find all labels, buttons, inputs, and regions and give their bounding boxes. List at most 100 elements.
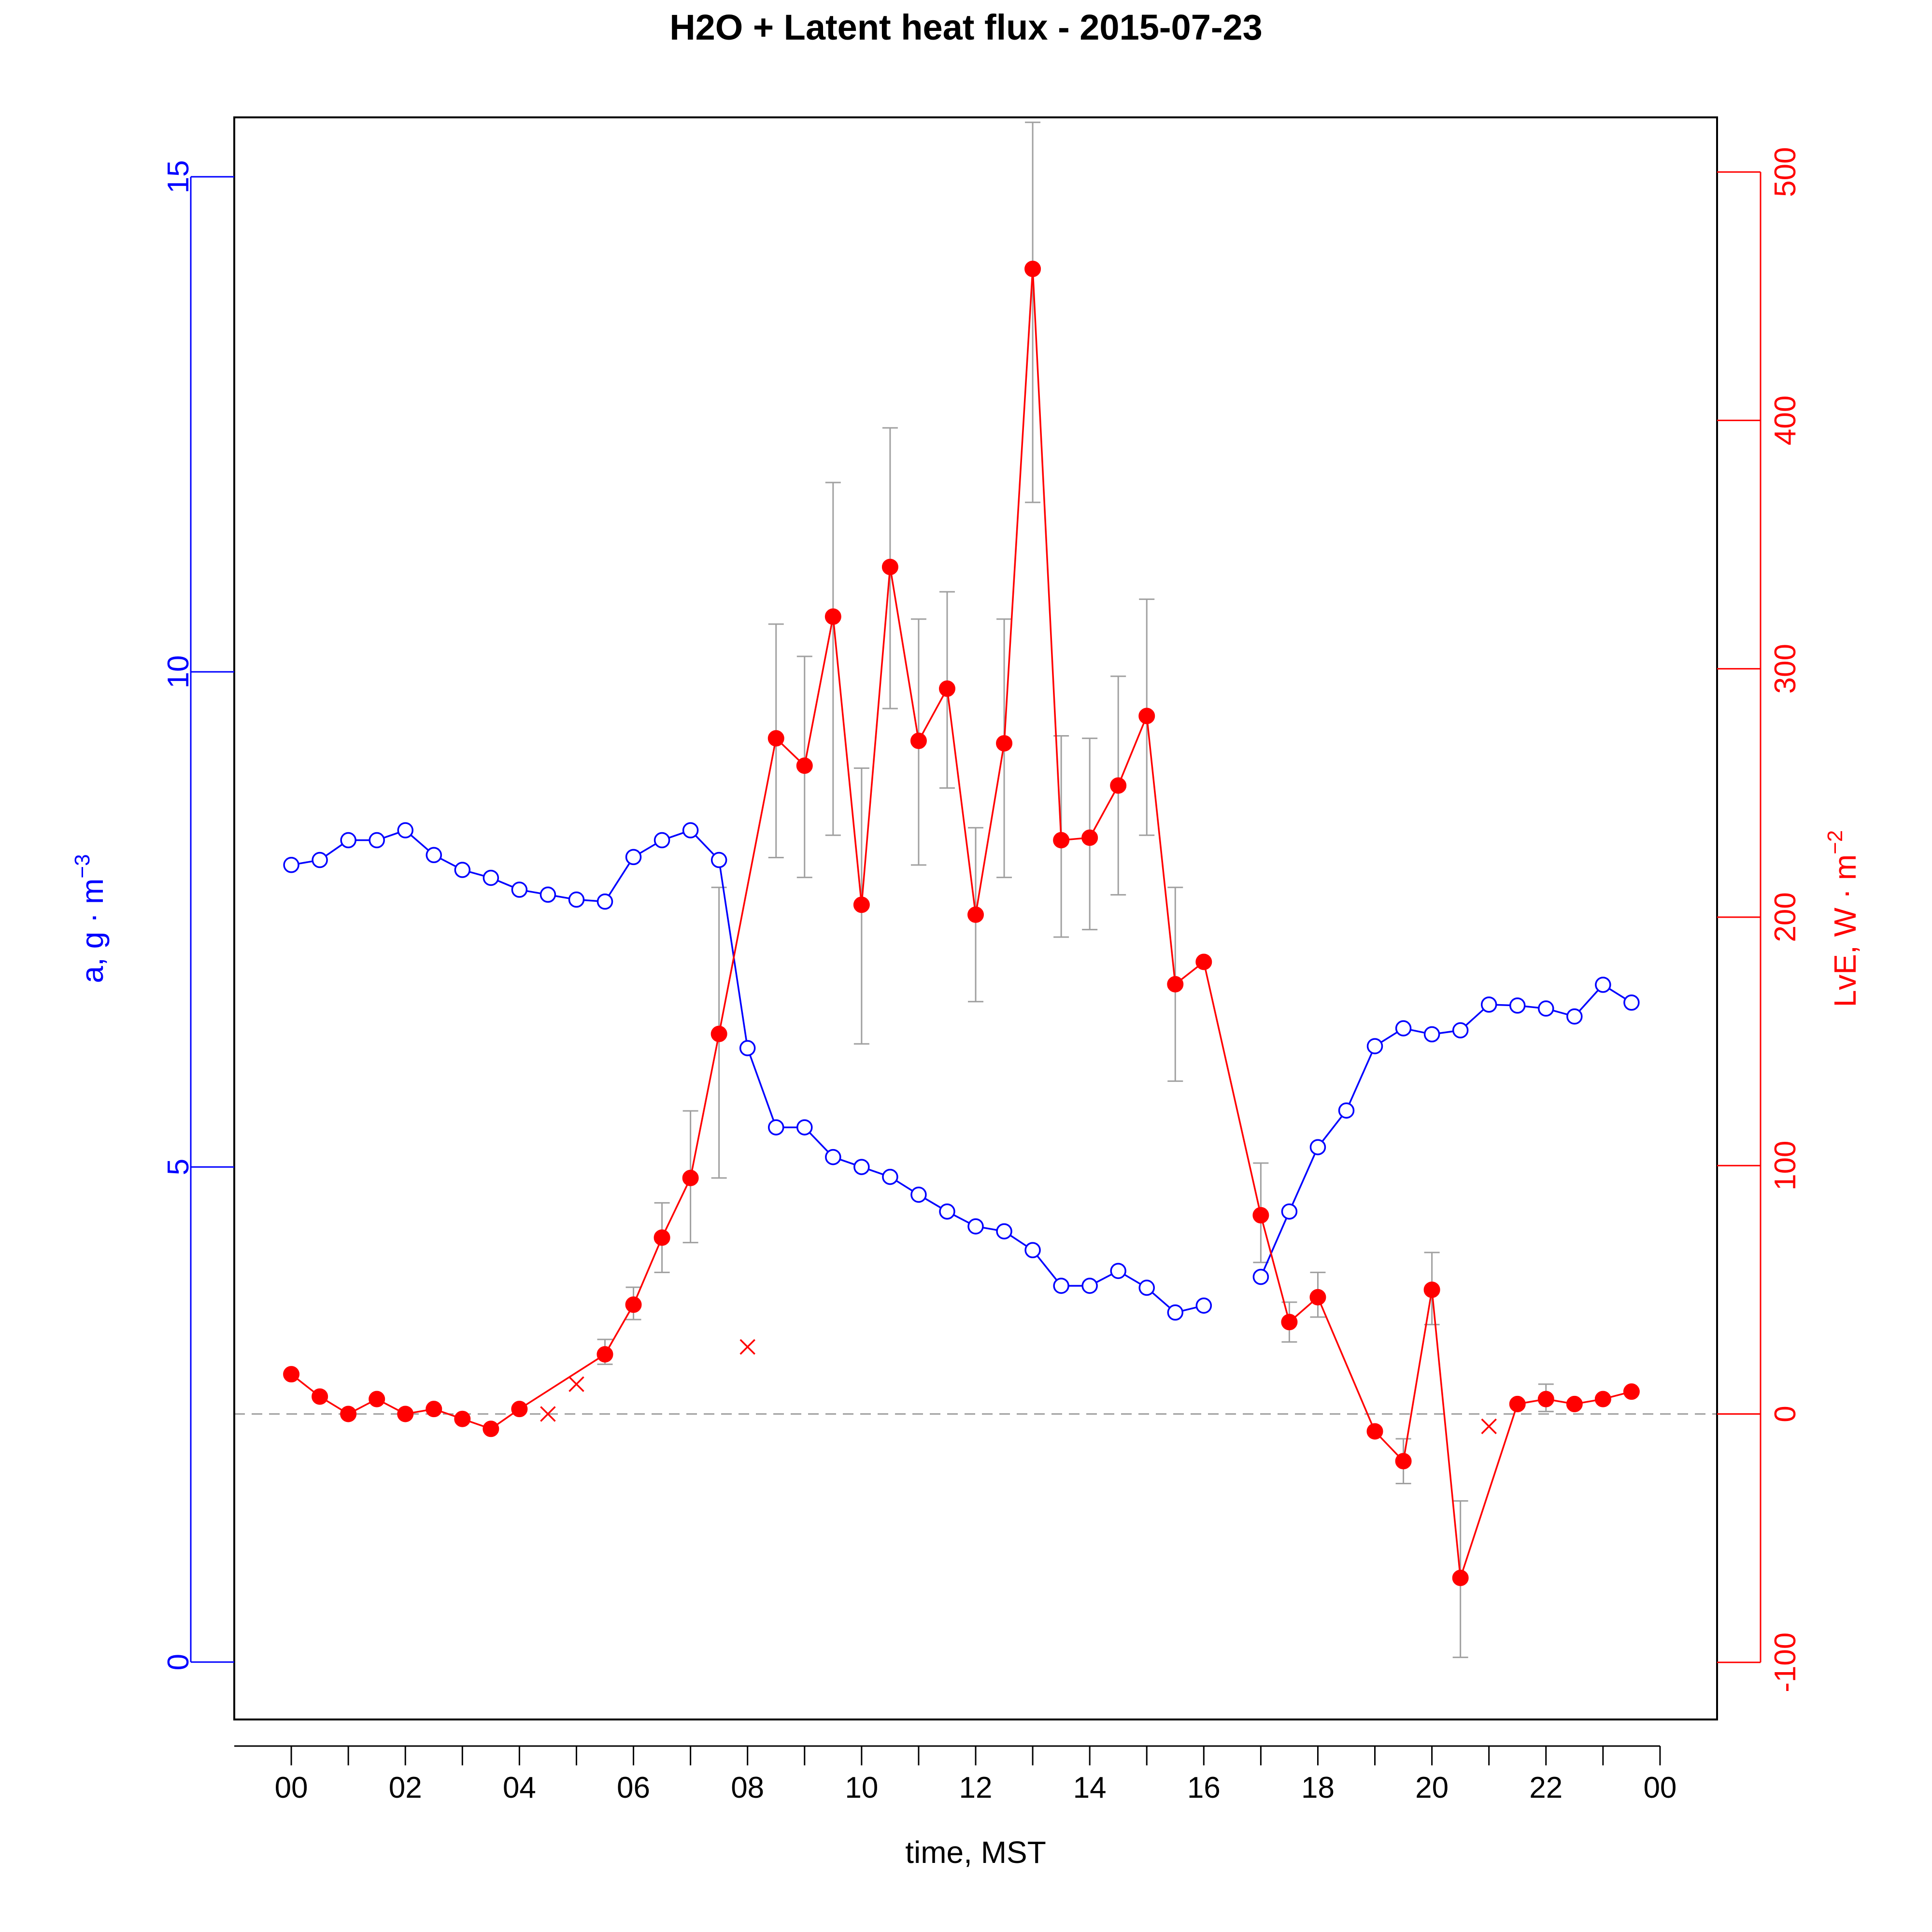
right-tick-label: -100 (1769, 1633, 1802, 1692)
latent-heat-point (853, 896, 870, 913)
latent-heat-point (397, 1406, 414, 1422)
x-tick-label: 10 (845, 1771, 878, 1804)
water-density-point (1566, 1008, 1583, 1025)
left-tick-label: 10 (162, 655, 195, 689)
right-axis-label: LvE, W · m−2 (1823, 830, 1862, 1008)
latent-heat-point (369, 1391, 385, 1407)
water-density-point (1423, 1026, 1440, 1043)
water-density-point (996, 1223, 1012, 1240)
right-tick-label: 500 (1769, 147, 1802, 197)
water-density-point (1595, 977, 1611, 993)
chart-title: H2O + Latent heat flux - 2015-07-23 (669, 7, 1263, 47)
left-tick-label: 15 (162, 160, 195, 194)
water-density-point (340, 832, 356, 849)
water-density-point (1167, 1304, 1184, 1321)
latent-heat-point (625, 1296, 642, 1313)
right-tick-label: 100 (1769, 1140, 1802, 1190)
right-tick-label: 0 (1769, 1406, 1802, 1422)
left-axis-label-text: a, g · m (75, 879, 110, 983)
right-tick-label: 400 (1769, 396, 1802, 445)
water-density-point (597, 893, 613, 910)
water-density-point (939, 1203, 955, 1220)
x-tick-label: 04 (503, 1771, 536, 1804)
right-tick-label: 200 (1769, 892, 1802, 942)
water-density-point (1110, 1263, 1126, 1279)
left-axis-label: a, g · m−3 (71, 854, 110, 983)
latent-heat-point (682, 1169, 699, 1186)
x-tick-label: 18 (1301, 1771, 1335, 1804)
water-density-point (1053, 1278, 1069, 1294)
flagged-cross-marker (568, 1376, 584, 1392)
water-density-point (1366, 1038, 1383, 1054)
latent-heat-point (312, 1388, 328, 1405)
flagged-cross-marker (739, 1339, 755, 1355)
x-tick-label: 14 (1073, 1771, 1107, 1804)
water-density-point (710, 852, 727, 868)
right-axis-label-text: LvE, W · m (1828, 854, 1862, 1007)
cross-stroke (1481, 1418, 1497, 1435)
water-density-point (653, 832, 670, 849)
series-line (1459, 1404, 1519, 1578)
water-density-point (767, 1119, 784, 1136)
water-density-point (825, 1149, 841, 1165)
x-axis-label: time, MST (905, 1835, 1046, 1870)
water-density-point (568, 891, 585, 908)
latent-heat-point (1167, 976, 1184, 993)
x-tick-label: 20 (1415, 1771, 1449, 1804)
water-density-point (682, 822, 699, 838)
latent-heat-point (1366, 1423, 1383, 1440)
water-density-point (625, 849, 642, 866)
left-axis-label-superscript: −3 (71, 854, 94, 878)
water-density-point (540, 886, 556, 903)
x-tick-label: 12 (959, 1771, 993, 1804)
flagged-cross-marker (540, 1406, 556, 1422)
cross-stroke (540, 1406, 556, 1422)
water-density-point (1509, 997, 1526, 1014)
x-tick-label: 00 (275, 1771, 308, 1804)
x-tick-label: 02 (389, 1771, 422, 1804)
x-tick-label: 08 (731, 1771, 764, 1804)
latent-heat-point (1195, 953, 1212, 970)
water-density-point (1138, 1279, 1155, 1296)
water-density-point (967, 1218, 984, 1235)
latent-heat-point (796, 757, 813, 774)
latent-heat-point (1566, 1395, 1583, 1412)
water-density-point (882, 1168, 898, 1185)
latent-heat-point (283, 1366, 300, 1383)
water-density-point (1338, 1102, 1355, 1119)
water-density-point (1252, 1268, 1269, 1285)
water-density-point (1024, 1242, 1041, 1259)
latent-heat-point (1024, 260, 1041, 277)
water-density-point (511, 881, 528, 898)
water-density-point (1623, 994, 1640, 1011)
water-density-point (483, 869, 499, 886)
water-density-point (1395, 1020, 1412, 1037)
water-density-point (1309, 1139, 1326, 1155)
latent-heat-point (1537, 1391, 1554, 1407)
water-density-point (426, 847, 442, 864)
latent-heat-point (1623, 1383, 1640, 1400)
water-density-point (454, 862, 471, 878)
flagged-cross-marker (1481, 1418, 1497, 1435)
latent-heat-point (881, 558, 898, 575)
latent-heat-point (454, 1410, 471, 1427)
latent-heat-point (483, 1421, 499, 1437)
water-density-point (369, 832, 385, 849)
latent-heat-point (1594, 1391, 1611, 1407)
left-tick-label: 0 (162, 1654, 195, 1670)
latent-heat-point (710, 1025, 727, 1042)
water-density-point (312, 852, 328, 868)
latent-heat-point (1281, 1314, 1298, 1331)
right-tick-label: 300 (1769, 644, 1802, 694)
series-line (519, 1353, 606, 1410)
x-tick-label: 00 (1643, 1771, 1676, 1804)
water-density-point (853, 1159, 870, 1175)
latent-heat-point (1110, 777, 1127, 794)
latent-heat-point (967, 906, 984, 923)
water-density-point (1538, 1000, 1554, 1017)
cross-stroke (568, 1376, 584, 1392)
latent-heat-point (1309, 1289, 1326, 1306)
latent-heat-point (340, 1406, 357, 1422)
water-density-point (1480, 996, 1497, 1013)
water-density-point (1081, 1278, 1098, 1294)
